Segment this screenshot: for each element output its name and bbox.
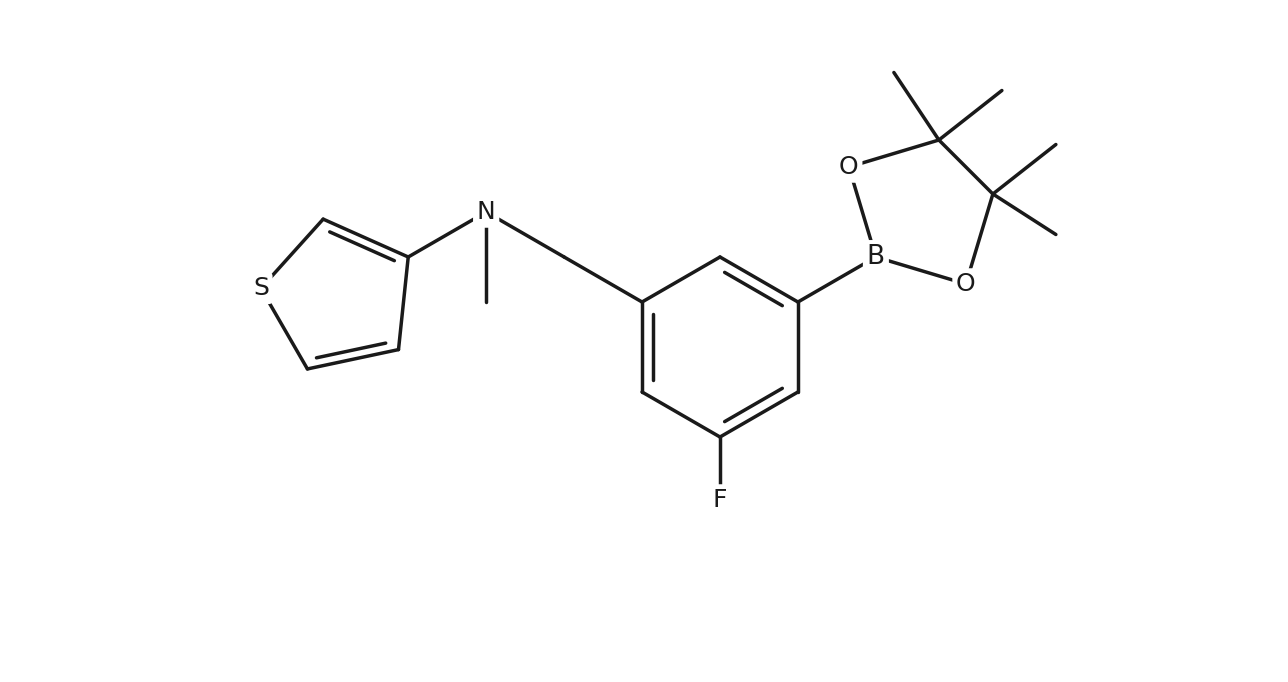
- Text: B: B: [867, 244, 885, 270]
- Text: S: S: [252, 276, 269, 300]
- Text: N: N: [477, 200, 496, 224]
- Text: O: O: [838, 155, 859, 179]
- Text: O: O: [956, 272, 976, 296]
- Text: F: F: [712, 488, 728, 512]
